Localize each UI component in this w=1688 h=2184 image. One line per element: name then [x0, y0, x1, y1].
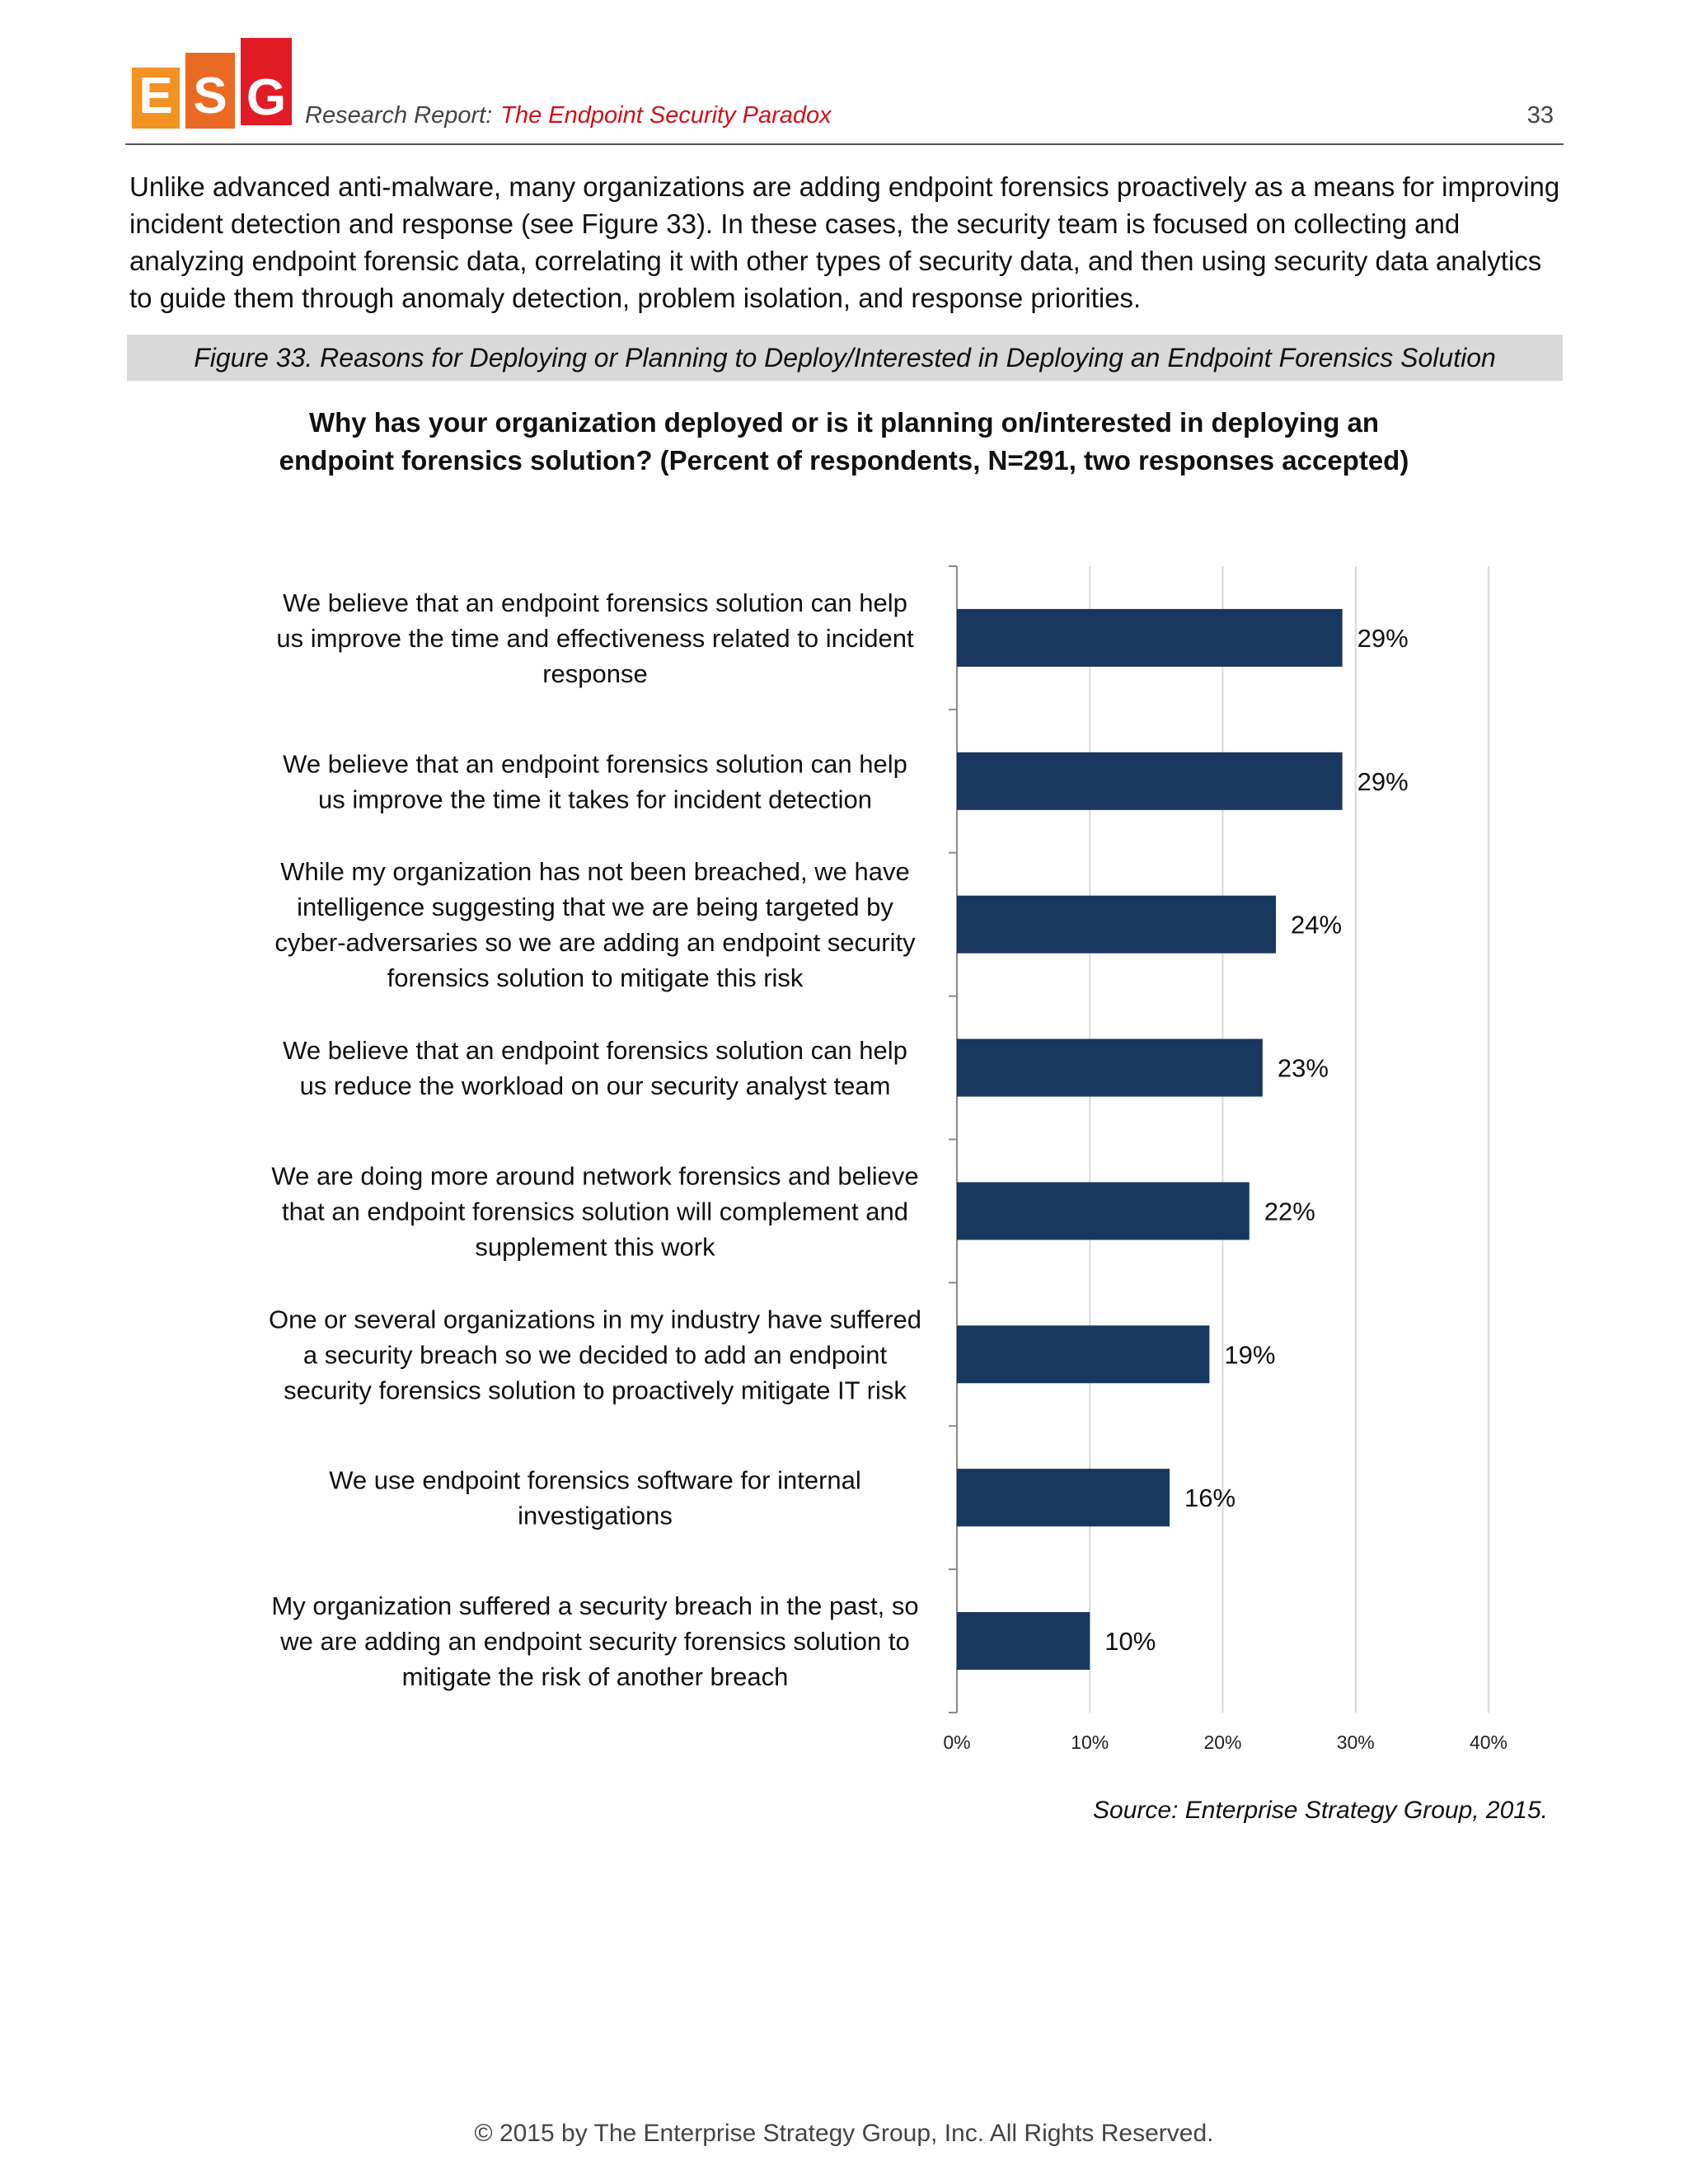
report-header: Research Report: The Endpoint Security Pa…	[305, 102, 832, 129]
category-label-line: My organization suffered a security brea…	[271, 1591, 918, 1620]
data-label: 19%	[1224, 1340, 1275, 1369]
category-label-line: mitigate the risk of another breach	[402, 1662, 789, 1691]
category-label-line: We believe that an endpoint forensics so…	[283, 749, 907, 778]
category-label: We believe that an endpoint forensics so…	[283, 1036, 907, 1100]
bar	[957, 1469, 1170, 1527]
intro-paragraph: Unlike advanced anti-malware, many organ…	[129, 171, 1560, 313]
bar	[957, 752, 1343, 810]
survey-question: Why has your organization deployed or is…	[247, 404, 1441, 480]
data-label: 29%	[1357, 624, 1409, 653]
category-label-line: a security breach so we decided to add a…	[303, 1340, 888, 1369]
bar	[957, 1612, 1090, 1671]
bar	[957, 1182, 1250, 1240]
data-label: 16%	[1184, 1483, 1236, 1512]
header-divider	[125, 143, 1564, 145]
category-label-line: intelligence suggesting that we are bein…	[297, 893, 893, 921]
x-tick-label: 0%	[943, 1732, 970, 1753]
category-label-line: us improve the time and effectiveness re…	[276, 624, 914, 653]
esg-logo: E S G	[132, 38, 293, 129]
category-label-line: We believe that an endpoint forensics so…	[283, 588, 907, 617]
category-label-line: We use endpoint forensics software for i…	[329, 1466, 861, 1495]
category-label: We believe that an endpoint forensics so…	[283, 749, 907, 813]
logo-letter-g: G	[241, 38, 292, 125]
data-label: 22%	[1264, 1197, 1315, 1226]
source-note: Source: Enterprise Strategy Group, 2015.	[1093, 1797, 1548, 1824]
figure-caption: Figure 33. Reasons for Deploying or Plan…	[127, 335, 1563, 381]
x-tick-label: 30%	[1337, 1732, 1375, 1753]
bar	[957, 608, 1343, 667]
x-tick-label: 20%	[1203, 1732, 1241, 1753]
category-label: While my organization has not been breac…	[274, 857, 916, 992]
report-prefix: Research Report:	[305, 102, 493, 129]
category-label-line: us reduce the workload on our security a…	[300, 1071, 891, 1100]
survey-question-line-2: endpoint forensics solution? (Percent of…	[279, 445, 1409, 476]
data-label: 10%	[1104, 1627, 1156, 1656]
logo-letter-s: S	[185, 53, 235, 129]
category-label-line: We believe that an endpoint forensics so…	[283, 1036, 907, 1065]
category-label: We believe that an endpoint forensics so…	[276, 588, 914, 688]
category-label-line: While my organization has not been breac…	[280, 857, 909, 886]
survey-question-line-1: Why has your organization deployed or is…	[308, 407, 1380, 438]
logo-letter-e: E	[132, 68, 180, 129]
data-label: 23%	[1278, 1054, 1329, 1083]
x-tick-label: 40%	[1470, 1732, 1507, 1753]
bar	[957, 895, 1276, 954]
category-label: My organization suffered a security brea…	[271, 1591, 918, 1691]
data-label: 24%	[1291, 911, 1342, 940]
copyright-footer: © 2015 by The Enterprise Strategy Group,…	[474, 2120, 1214, 2147]
category-label-line: One or several organizations in my indus…	[269, 1305, 921, 1333]
report-title: The Endpoint Security Paradox	[500, 102, 832, 129]
category-label-line: forensics solution to mitigate this risk	[387, 963, 804, 992]
category-label: We use endpoint forensics software for i…	[329, 1466, 861, 1530]
category-label-line: response	[542, 659, 648, 688]
category-label-line: investigations	[518, 1502, 673, 1530]
x-tick-label: 10%	[1071, 1732, 1109, 1753]
category-label-line: that an endpoint forensics solution will…	[282, 1197, 908, 1226]
category-label: One or several organizations in my indus…	[269, 1305, 921, 1404]
category-label-line: we are adding an endpoint security foren…	[279, 1627, 909, 1656]
category-label-line: We are doing more around network forensi…	[271, 1161, 918, 1190]
category-label-line: security forensics solution to proactive…	[284, 1376, 907, 1404]
category-label-line: supplement this work	[475, 1232, 715, 1261]
bar	[957, 1038, 1263, 1097]
bar	[957, 1325, 1210, 1384]
category-label-line: us improve the time it takes for inciden…	[318, 785, 872, 813]
data-label: 29%	[1357, 767, 1409, 796]
category-label: We are doing more around network forensi…	[271, 1161, 918, 1261]
category-label-line: cyber-adversaries so we are adding an en…	[274, 928, 916, 957]
page-number: 33	[1526, 102, 1554, 129]
